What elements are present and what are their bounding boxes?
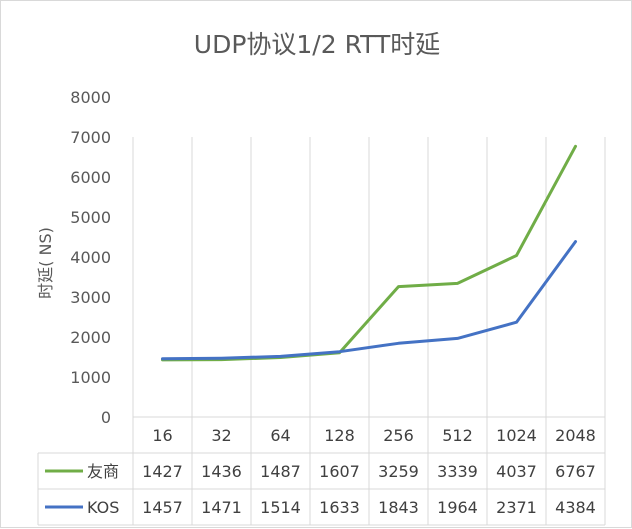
x-tick-label: 256 — [383, 426, 414, 445]
x-tick-label: 512 — [442, 426, 473, 445]
x-tick-label: 1024 — [496, 426, 537, 445]
legend-label-2: KOS — [87, 498, 119, 517]
data-table-cell: 1607 — [319, 462, 360, 481]
chart-title: UDP协议1/2 RTT时延 — [194, 30, 440, 59]
data-table-cell: 1964 — [437, 498, 478, 517]
x-tick-label: 32 — [211, 426, 231, 445]
data-table-cell: 4384 — [555, 498, 596, 517]
data-table-cell: 1457 — [142, 498, 183, 517]
data-table-cell: 1633 — [319, 498, 360, 517]
y-tick-label: 0 — [101, 408, 111, 427]
data-table-cell: 6767 — [555, 462, 596, 481]
y-tick-label: 6000 — [70, 168, 111, 187]
data-table-cell: 1843 — [378, 498, 419, 517]
series-line-2 — [161, 240, 577, 361]
data-table-cell: 1514 — [260, 498, 301, 517]
y-tick-label: 7000 — [70, 128, 111, 147]
y-tick-label: 5000 — [70, 208, 111, 227]
data-table-cell: 1427 — [142, 462, 183, 481]
x-tick-label: 128 — [324, 426, 355, 445]
y-tick-label: 8000 — [70, 88, 111, 107]
y-tick-label: 2000 — [70, 328, 111, 347]
x-tick-label: 16 — [152, 426, 172, 445]
legend-label-1: 友商 — [87, 462, 119, 481]
data-table-cell: 2371 — [496, 498, 537, 517]
y-axis-label: 时延( NS) — [36, 227, 55, 299]
data-table-cell: 1487 — [260, 462, 301, 481]
data-table-cell: 3339 — [437, 462, 478, 481]
y-tick-label: 1000 — [70, 368, 111, 387]
y-tick-label: 3000 — [70, 288, 111, 307]
data-table-cell: 1436 — [201, 462, 242, 481]
y-tick-label: 4000 — [70, 248, 111, 267]
x-tick-label: 64 — [270, 426, 290, 445]
data-table-cell: 4037 — [496, 462, 537, 481]
data-table-cell: 1471 — [201, 498, 242, 517]
data-table-cell: 3259 — [378, 462, 419, 481]
x-tick-label: 2048 — [555, 426, 596, 445]
